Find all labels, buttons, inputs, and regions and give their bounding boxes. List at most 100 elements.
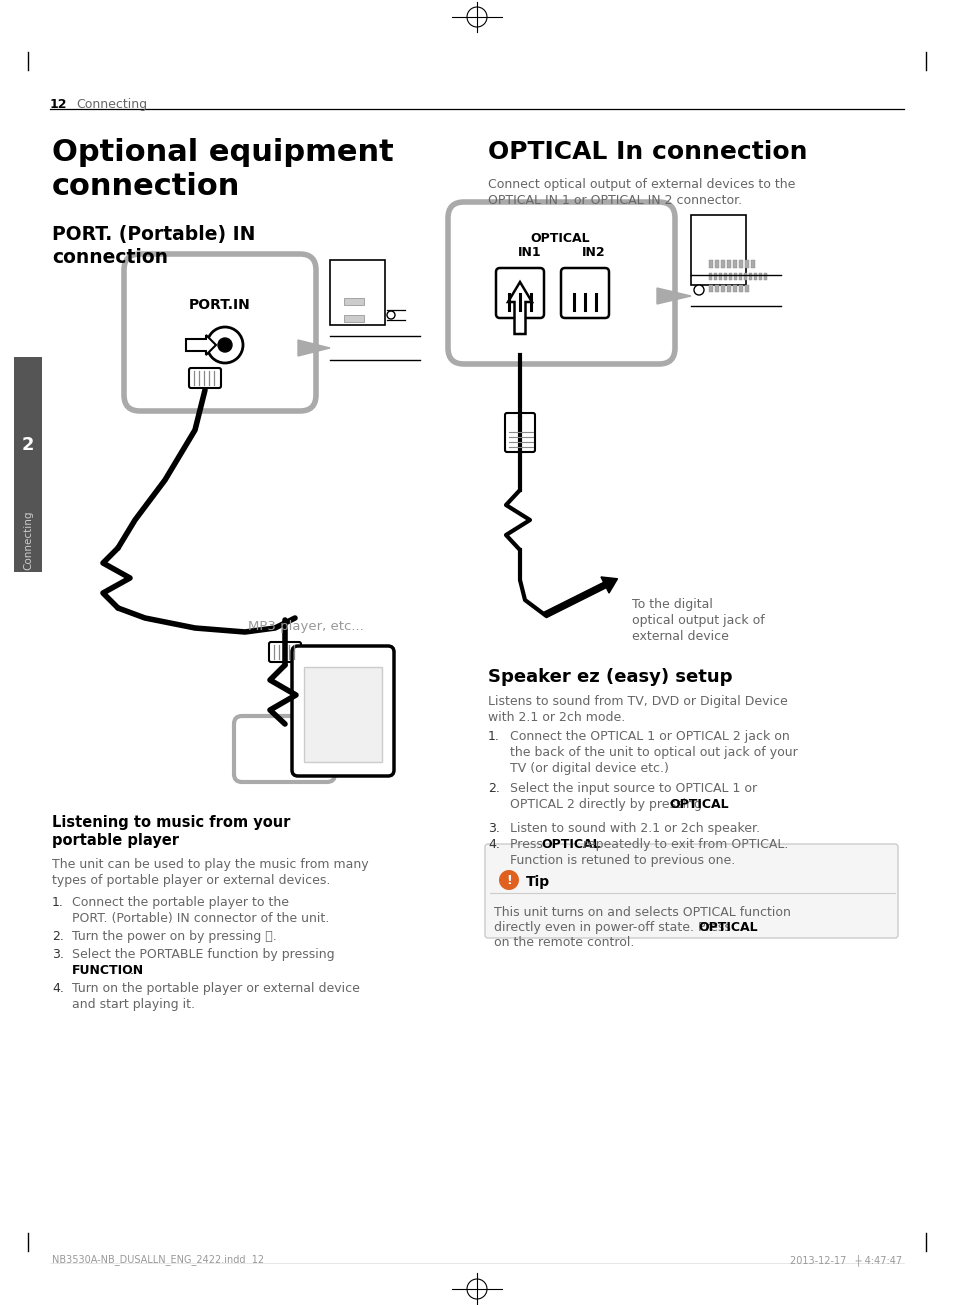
Text: connection: connection bbox=[52, 172, 240, 201]
Text: PORT. (Portable) IN connector of the unit.: PORT. (Portable) IN connector of the uni… bbox=[71, 912, 329, 925]
Text: !: ! bbox=[506, 873, 512, 886]
Text: This unit turns on and selects OPTICAL function: This unit turns on and selects OPTICAL f… bbox=[494, 906, 790, 919]
Text: 2: 2 bbox=[22, 436, 34, 454]
Text: Select the input source to OPTICAL 1 or: Select the input source to OPTICAL 1 or bbox=[510, 782, 757, 795]
Polygon shape bbox=[657, 288, 690, 304]
Bar bbox=[719, 273, 721, 281]
Bar bbox=[714, 260, 719, 268]
Bar bbox=[744, 284, 748, 292]
Text: The unit can be used to play the music from many: The unit can be used to play the music f… bbox=[52, 857, 368, 870]
Text: 3.: 3. bbox=[52, 947, 64, 960]
Text: with 2.1 or 2ch mode.: with 2.1 or 2ch mode. bbox=[488, 711, 624, 724]
Text: PORT.IN: PORT.IN bbox=[189, 298, 251, 312]
Text: 4.: 4. bbox=[52, 981, 64, 994]
Text: Connect optical output of external devices to the: Connect optical output of external devic… bbox=[488, 177, 795, 191]
Bar bbox=[726, 260, 730, 268]
Text: 4.: 4. bbox=[488, 838, 499, 851]
Text: TV (or digital device etc.): TV (or digital device etc.) bbox=[510, 762, 668, 775]
Text: .: . bbox=[130, 964, 133, 977]
Text: 1.: 1. bbox=[52, 897, 64, 910]
FancyBboxPatch shape bbox=[560, 268, 608, 318]
FancyBboxPatch shape bbox=[496, 268, 543, 318]
Text: 2.: 2. bbox=[52, 930, 64, 944]
Text: OPTICAL: OPTICAL bbox=[540, 838, 599, 851]
Bar bbox=[690, 215, 745, 284]
Bar bbox=[708, 284, 712, 292]
FancyBboxPatch shape bbox=[269, 642, 301, 662]
Circle shape bbox=[387, 311, 395, 318]
Circle shape bbox=[693, 284, 703, 295]
FancyArrow shape bbox=[257, 743, 288, 762]
Text: PORT. (Portable) IN: PORT. (Portable) IN bbox=[52, 224, 255, 244]
Bar bbox=[743, 273, 746, 281]
Text: the back of the unit to optical out jack of your: the back of the unit to optical out jack… bbox=[510, 746, 797, 760]
Bar bbox=[330, 260, 385, 325]
Text: connection: connection bbox=[52, 248, 168, 268]
FancyBboxPatch shape bbox=[292, 646, 394, 776]
FancyBboxPatch shape bbox=[124, 254, 315, 411]
Bar bbox=[732, 260, 737, 268]
FancyArrow shape bbox=[507, 282, 532, 334]
Text: and start playing it.: and start playing it. bbox=[71, 998, 194, 1011]
Text: OPTICAL 2 directly by pressing: OPTICAL 2 directly by pressing bbox=[510, 797, 705, 810]
Text: FUNCTION: FUNCTION bbox=[71, 964, 144, 977]
Bar bbox=[753, 273, 757, 281]
Bar bbox=[713, 273, 717, 281]
Text: OPTICAL: OPTICAL bbox=[698, 921, 757, 934]
Bar bbox=[14, 358, 42, 572]
Bar bbox=[723, 273, 726, 281]
Text: OPTICAL: OPTICAL bbox=[530, 232, 589, 245]
Text: Connect the OPTICAL 1 or OPTICAL 2 jack on: Connect the OPTICAL 1 or OPTICAL 2 jack … bbox=[510, 729, 789, 743]
Bar bbox=[733, 273, 737, 281]
Bar bbox=[750, 260, 754, 268]
Text: Turn the power on by pressing ⓤ.: Turn the power on by pressing ⓤ. bbox=[71, 930, 276, 944]
Text: IN1: IN1 bbox=[517, 247, 541, 258]
Text: Select the PORTABLE function by pressing: Select the PORTABLE function by pressing bbox=[71, 947, 335, 960]
Bar bbox=[744, 260, 748, 268]
Circle shape bbox=[207, 328, 243, 363]
Bar bbox=[739, 273, 741, 281]
Text: Tip: Tip bbox=[525, 874, 550, 889]
Circle shape bbox=[285, 743, 305, 762]
FancyBboxPatch shape bbox=[233, 716, 335, 782]
Bar bbox=[732, 284, 737, 292]
FancyBboxPatch shape bbox=[189, 368, 221, 388]
Circle shape bbox=[218, 338, 232, 352]
Text: 1.: 1. bbox=[488, 729, 499, 743]
Bar bbox=[728, 273, 731, 281]
Text: OPTICAL IN 1 or OPTICAL IN 2 connector.: OPTICAL IN 1 or OPTICAL IN 2 connector. bbox=[488, 194, 741, 207]
Bar bbox=[304, 667, 381, 762]
Circle shape bbox=[291, 748, 298, 756]
Bar bbox=[748, 273, 751, 281]
Text: on the remote control.: on the remote control. bbox=[494, 936, 634, 949]
Bar bbox=[763, 273, 766, 281]
Text: Listens to sound from TV, DVD or Digital Device: Listens to sound from TV, DVD or Digital… bbox=[488, 696, 787, 709]
Polygon shape bbox=[297, 341, 330, 356]
Text: OPTICAL In connection: OPTICAL In connection bbox=[488, 140, 806, 164]
Bar bbox=[344, 298, 364, 305]
Bar bbox=[344, 315, 364, 322]
Text: Turn on the portable player or external device: Turn on the portable player or external … bbox=[71, 981, 359, 994]
Text: Connecting: Connecting bbox=[23, 510, 33, 570]
Text: OPTICAL: OPTICAL bbox=[669, 797, 728, 810]
Bar bbox=[714, 284, 719, 292]
Text: external device: external device bbox=[631, 630, 728, 643]
FancyArrow shape bbox=[186, 335, 215, 355]
Text: 2013-12-17   ┼ 4:47:47: 2013-12-17 ┼ 4:47:47 bbox=[789, 1254, 901, 1266]
Bar bbox=[708, 260, 712, 268]
Text: To the digital: To the digital bbox=[631, 598, 712, 611]
FancyArrow shape bbox=[543, 577, 617, 617]
Text: Connect the portable player to the: Connect the portable player to the bbox=[71, 897, 289, 910]
Text: MP3 player, etc...: MP3 player, etc... bbox=[248, 620, 363, 633]
Text: portable player: portable player bbox=[52, 833, 179, 848]
Text: IN2: IN2 bbox=[581, 247, 605, 258]
Text: Optional equipment: Optional equipment bbox=[52, 138, 394, 167]
Text: Function is retuned to previous one.: Function is retuned to previous one. bbox=[510, 853, 735, 867]
Text: directly even in power-off state. Press: directly even in power-off state. Press bbox=[494, 921, 734, 934]
Text: Listen to sound with 2.1 or 2ch speaker.: Listen to sound with 2.1 or 2ch speaker. bbox=[510, 822, 760, 835]
Text: 12: 12 bbox=[50, 98, 68, 111]
Text: optical output jack of: optical output jack of bbox=[631, 613, 764, 626]
Text: 2.: 2. bbox=[488, 782, 499, 795]
Text: 3.: 3. bbox=[488, 822, 499, 835]
Bar bbox=[720, 284, 724, 292]
